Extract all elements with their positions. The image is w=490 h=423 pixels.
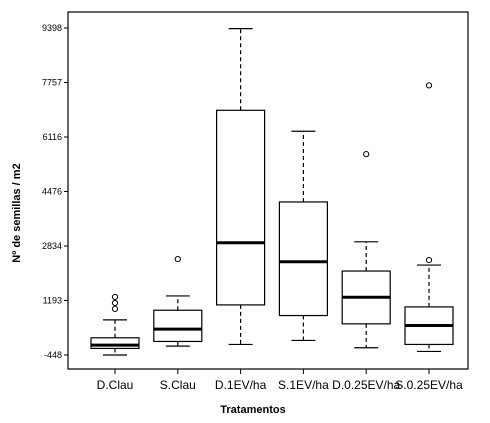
y-axis-title: Nº de semillas / m2 — [11, 163, 23, 262]
x-tick-label: D.1EV/ha — [215, 378, 267, 392]
x-tick-label: D.Clau — [97, 378, 134, 392]
outlier-point — [111, 293, 119, 301]
y-tick-label: 2834 — [42, 241, 62, 251]
outlier-point — [111, 305, 119, 313]
box-S.1EV/ha — [278, 130, 328, 342]
x-tick-label: S.1EV/ha — [278, 378, 329, 392]
y-axis: -448 1193 2834 4476 6116 7757 9398 — [42, 23, 68, 360]
x-tick-label: D.0.25EV/ha — [332, 378, 400, 392]
iqr-box — [278, 201, 328, 317]
y-tick-label: 9398 — [42, 23, 62, 33]
y-tick-label: 1193 — [43, 296, 62, 306]
boxes — [90, 27, 454, 356]
outlier-point — [174, 255, 181, 263]
plot-frame — [67, 11, 469, 370]
x-axis-title: Tratamentos — [220, 404, 285, 416]
outlier-point — [425, 256, 433, 264]
iqr-box — [90, 337, 140, 350]
y-tick-label: -448 — [44, 350, 62, 360]
box-S.Clau — [153, 255, 203, 347]
box-D.1EV/ha — [216, 27, 266, 346]
box-D.Clau — [90, 293, 140, 356]
x-tick-label: S.0.25EV/ha — [395, 378, 463, 392]
outlier-point — [111, 299, 119, 307]
y-tick-label: 7757 — [42, 78, 62, 88]
box-S.0.25EV/ha — [404, 82, 454, 353]
iqr-box — [153, 309, 203, 343]
outlier-point — [425, 82, 433, 89]
outlier-point — [363, 151, 370, 158]
y-tick-label: 4476 — [42, 186, 62, 196]
y-tick-label: 6116 — [43, 132, 62, 142]
x-axis: D.Clau S.Clau D.1EV/ha S.1EV/ha D.0.25EV/haS… — [97, 369, 463, 392]
iqr-box — [216, 109, 266, 306]
box-D.0.25EV/ha — [341, 151, 391, 349]
x-tick-label: S.Clau — [160, 378, 196, 392]
